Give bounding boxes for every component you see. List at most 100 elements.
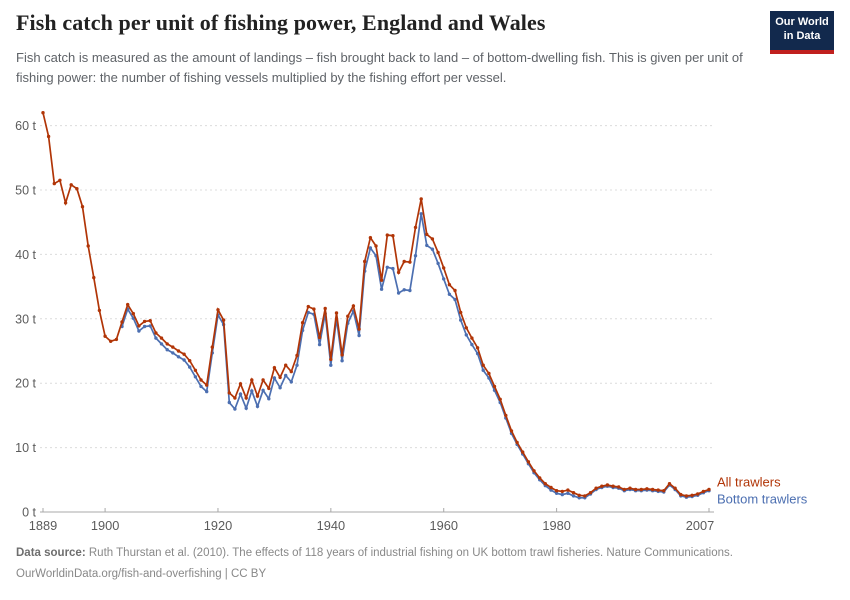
data-point — [413, 225, 418, 230]
data-point — [205, 383, 209, 387]
data-point — [193, 368, 198, 372]
data-point — [526, 460, 531, 464]
data-point — [182, 352, 186, 356]
data-point — [238, 382, 243, 386]
data-point — [645, 487, 649, 491]
data-point — [272, 366, 277, 370]
data-point — [521, 450, 525, 454]
data-point — [425, 232, 429, 237]
y-tick-label: 60 t — [15, 119, 36, 133]
data-point — [233, 396, 237, 400]
data-point — [600, 484, 604, 488]
data-point — [577, 496, 581, 500]
data-point — [63, 201, 68, 205]
data-point — [340, 359, 344, 363]
data-point — [402, 288, 406, 292]
data-point — [419, 212, 423, 216]
data-point — [346, 314, 350, 318]
data-point — [227, 400, 231, 405]
data-point — [453, 288, 457, 293]
data-point — [571, 494, 576, 498]
data-point — [52, 181, 56, 186]
data-point — [137, 324, 141, 328]
data-point — [114, 337, 119, 342]
data-point — [148, 324, 152, 328]
data-point — [707, 487, 711, 492]
data-point — [69, 183, 73, 187]
data-point — [289, 380, 293, 384]
x-tick-label: 1920 — [204, 518, 232, 533]
data-point — [611, 484, 615, 488]
data-point — [532, 469, 536, 473]
series-line-all-trawlers — [42, 112, 710, 497]
data-point — [408, 260, 412, 264]
data-point — [391, 266, 395, 271]
data-point — [498, 397, 502, 401]
data-point — [543, 482, 547, 486]
y-tick-label: 50 t — [15, 184, 36, 198]
data-point — [391, 234, 395, 238]
data-point — [193, 375, 198, 379]
data-source-text: Ruth Thurstan et al. (2010). The effects… — [85, 547, 733, 559]
data-source-label: Data source: — [16, 547, 86, 559]
x-tick-label: 1900 — [91, 518, 119, 533]
y-tick-label: 10 t — [15, 441, 36, 455]
data-point — [538, 476, 542, 480]
data-point — [312, 307, 316, 311]
data-point — [442, 277, 446, 281]
data-point — [255, 404, 260, 409]
data-point — [447, 292, 452, 296]
data-point — [566, 488, 570, 492]
x-tick-label: 1980 — [542, 518, 570, 533]
data-point — [385, 265, 389, 269]
data-point — [142, 324, 147, 329]
data-point — [379, 278, 384, 282]
chart-subtitle: Fish catch is measured as the amount of … — [16, 50, 743, 85]
data-point — [509, 429, 514, 433]
data-point — [92, 275, 96, 280]
data-point — [329, 363, 333, 367]
data-point — [80, 205, 85, 209]
data-point — [436, 250, 440, 255]
x-tick-label: 1960 — [429, 518, 457, 533]
data-point — [622, 487, 626, 492]
y-tick-label: 30 t — [15, 312, 36, 326]
data-point — [385, 233, 389, 237]
data-point — [233, 407, 237, 411]
page-title: Fish catch per unit of fishing power, En… — [16, 10, 546, 35]
line-chart: 0 t 10 t 20 t 30 t 40 t 50 t 60 t 1889 1900 1920 1… — [15, 111, 808, 533]
data-point — [656, 488, 660, 492]
data-point — [628, 486, 632, 490]
footer: Data source: Ruth Thurstan et al. (2010)… — [16, 543, 834, 586]
data-point — [216, 308, 220, 312]
series-end-label-bottom-trawlers: Bottom trawlers — [717, 491, 808, 506]
data-point — [97, 308, 102, 313]
data-point — [357, 327, 361, 331]
data-point — [549, 488, 553, 492]
chart-area: 0 t 10 t 20 t 30 t 40 t 50 t 60 t 1889 1900 1920 1… — [0, 98, 850, 538]
data-point — [267, 397, 271, 401]
data-point — [261, 378, 265, 382]
data-point — [701, 489, 706, 494]
data-point — [402, 259, 406, 264]
data-point — [340, 353, 344, 357]
data-point — [639, 487, 643, 492]
data-point — [554, 489, 559, 493]
data-point — [317, 342, 322, 347]
data-point — [633, 487, 638, 492]
data-point — [154, 331, 158, 335]
data-point — [137, 329, 141, 333]
data-point — [588, 491, 593, 495]
data-point — [75, 187, 79, 191]
owid-logo-line2: in Data — [783, 29, 821, 42]
data-point — [549, 485, 553, 490]
data-point — [323, 306, 327, 311]
data-point — [199, 378, 203, 382]
data-point — [690, 493, 694, 497]
data-point — [250, 389, 254, 393]
data-point — [210, 345, 214, 349]
data-point — [126, 302, 130, 307]
data-point — [447, 283, 452, 287]
series-end-label-all-trawlers: All trawlers — [717, 474, 781, 489]
data-point — [267, 386, 271, 391]
